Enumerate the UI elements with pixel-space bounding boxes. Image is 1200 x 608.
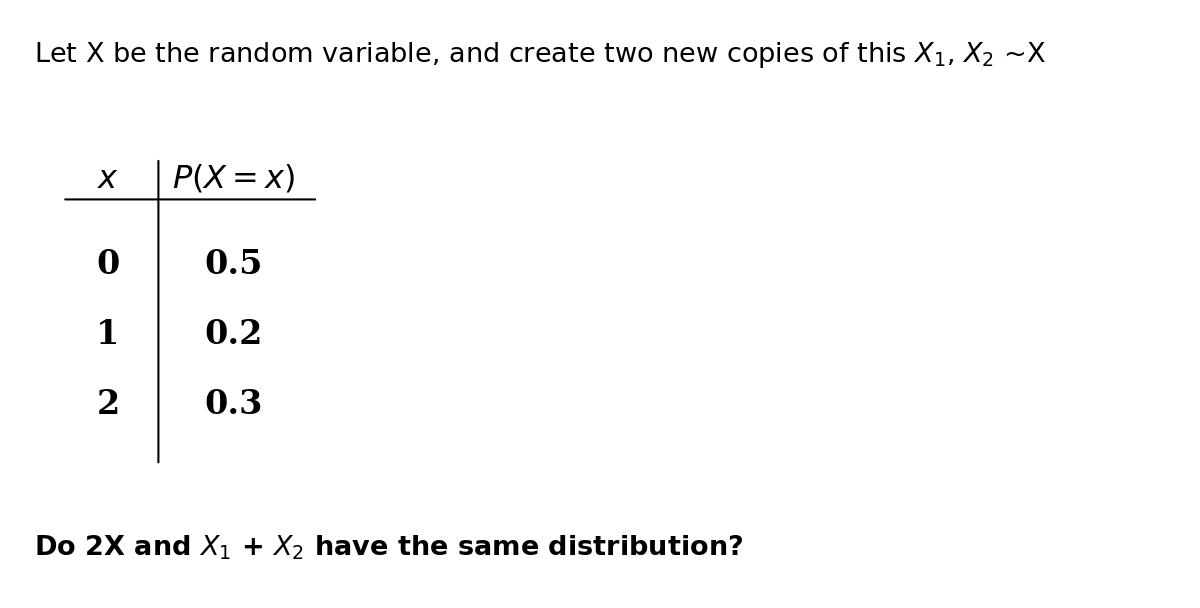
Text: $P(X = x)$: $P(X = x)$	[173, 162, 295, 195]
Text: 0.3: 0.3	[205, 388, 263, 421]
Text: 1: 1	[96, 318, 120, 351]
Text: Let X be the random variable, and create two new copies of this $X_1$, $X_2$ ~X: Let X be the random variable, and create…	[34, 40, 1045, 69]
Text: 0: 0	[96, 248, 120, 281]
Text: 0.5: 0.5	[205, 248, 263, 281]
Text: Do 2X and $X_1$ + $X_2$ have the same distribution?: Do 2X and $X_1$ + $X_2$ have the same di…	[34, 534, 743, 562]
Text: 2: 2	[96, 388, 120, 421]
Text: $x$: $x$	[97, 164, 119, 195]
Text: 0.2: 0.2	[205, 318, 263, 351]
